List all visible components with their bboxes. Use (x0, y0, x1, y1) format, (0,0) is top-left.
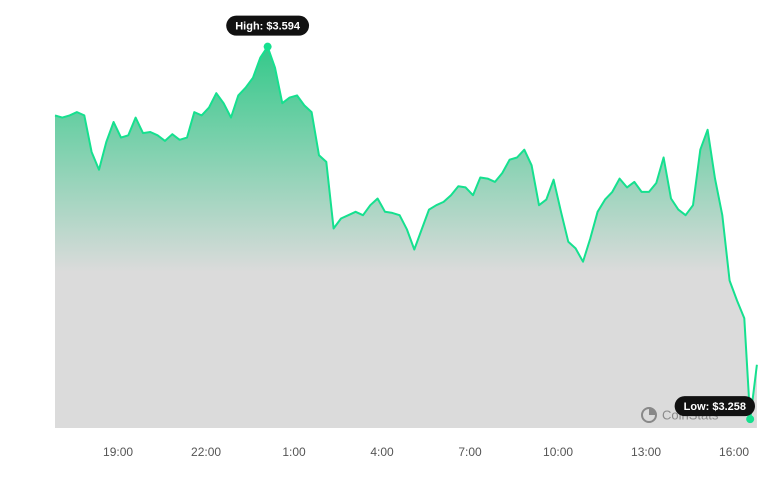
price-line (54, 45, 758, 421)
x-tick-label: 13:00 (631, 445, 661, 459)
annotation-bg (226, 15, 310, 36)
annotation: High: $3.594 (226, 15, 310, 36)
x-tick-label: 7:00 (458, 445, 482, 459)
extreme-point (263, 42, 272, 51)
annotation-bg (674, 396, 755, 417)
annotation-text: Low: $3.258 (684, 401, 746, 413)
annotation-text: High: $3.594 (235, 21, 301, 33)
watermark (641, 407, 657, 423)
extreme-point (746, 415, 755, 424)
x-tick-label: 19:00 (103, 445, 133, 459)
x-tick-label: 10:00 (543, 445, 573, 459)
area-fill (55, 46, 757, 428)
x-tick-label: 4:00 (370, 445, 394, 459)
x-tick-label: 16:00 (719, 445, 749, 459)
x-tick-label: 1:00 (282, 445, 306, 459)
x-tick-label: 22:00 (191, 445, 221, 459)
annotation: Low: $3.258 (674, 396, 755, 417)
